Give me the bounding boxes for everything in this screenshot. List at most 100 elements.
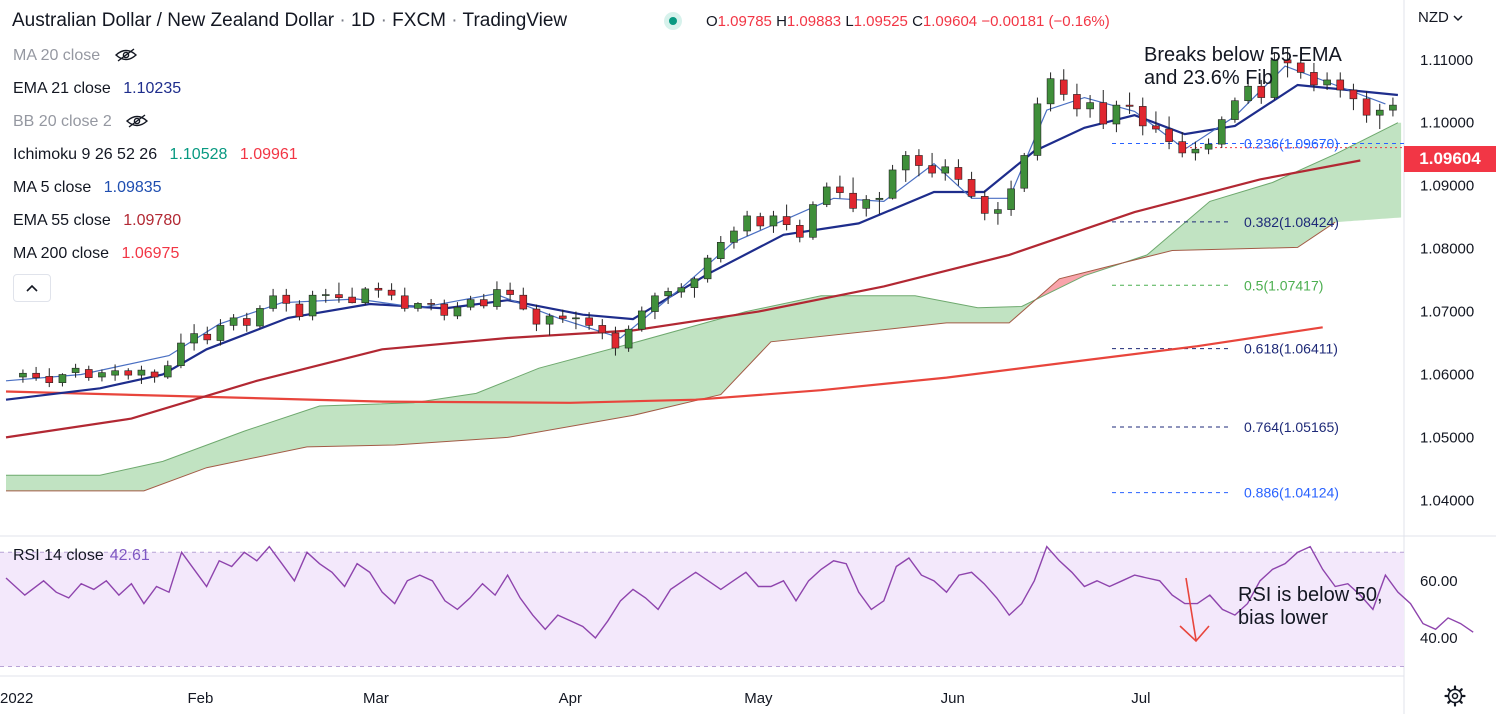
- data-source-label: FXCM: [392, 10, 446, 31]
- fib-label-0.618: 0.618(1.06411): [1244, 341, 1338, 357]
- collapse-legend-button[interactable]: [13, 274, 51, 302]
- candle-body: [954, 167, 963, 180]
- candle-body: [256, 308, 264, 327]
- candle-body: [1007, 188, 1015, 210]
- candle-body: [177, 342, 185, 366]
- annotation-ema-break[interactable]: Breaks below 55-EMA and 23.6% Fib: [1144, 44, 1342, 89]
- candle-body: [1217, 119, 1226, 145]
- candle-body: [466, 299, 475, 308]
- time-tick-label: Jul: [1131, 690, 1150, 707]
- candle-body: [822, 186, 831, 205]
- price-tick-label: 1.05000: [1420, 429, 1474, 446]
- candle-body: [124, 370, 133, 376]
- symbol-title[interactable]: Australian Dollar / New Zealand Dollar: [12, 10, 335, 31]
- candle-body: [58, 374, 67, 383]
- candle-body: [769, 215, 778, 227]
- candle-body: [1283, 59, 1292, 64]
- price-tick-label: 1.06000: [1420, 367, 1474, 384]
- candle-body: [229, 317, 238, 326]
- time-tick-label: 2022: [0, 690, 33, 707]
- current-price-tag: 1.09604: [1404, 146, 1496, 172]
- ma5-line: [5, 65, 1386, 382]
- candle-body: [453, 306, 462, 317]
- legend-ma200[interactable]: MA 200 close 1.06975: [13, 245, 180, 262]
- candle-body: [427, 303, 435, 305]
- interval-label[interactable]: 1D: [350, 10, 376, 31]
- rsi-value: 42.61: [109, 547, 150, 564]
- candle-body: [980, 196, 989, 214]
- candle-body: [216, 325, 225, 341]
- fib-label-0.5: 0.5(1.07417): [1244, 277, 1323, 293]
- legend-ema55[interactable]: EMA 55 close 1.09780: [13, 212, 182, 229]
- legend-ma20[interactable]: MA 20 close: [13, 46, 298, 79]
- legend-ma5[interactable]: MA 5 close 1.09835: [13, 179, 162, 196]
- kumo-span-a: [6, 122, 1399, 476]
- candle-body: [1073, 94, 1081, 110]
- candle-body: [1099, 102, 1108, 125]
- candle-body: [1125, 104, 1134, 107]
- candle-body: [756, 216, 765, 227]
- legend-bb20[interactable]: BB 20 close 2: [13, 112, 298, 145]
- currency-selector[interactable]: NZD: [1418, 9, 1463, 26]
- candle-body: [1204, 143, 1213, 150]
- candle-body: [374, 287, 383, 291]
- candle-body: [809, 204, 817, 238]
- fib-label-0.382: 0.382(1.08424): [1244, 214, 1339, 230]
- eye-crossed-icon[interactable]: [114, 48, 137, 62]
- ema21-line: [5, 83, 1399, 401]
- low-value: 1.09525: [853, 13, 908, 30]
- candle-body: [163, 365, 172, 378]
- candle-body: [1112, 104, 1121, 125]
- candle-body: [98, 372, 106, 378]
- chevron-down-icon: [1453, 15, 1463, 22]
- rsi-legend[interactable]: RSI 14 close 42.61: [13, 547, 150, 564]
- candle-body: [1138, 106, 1147, 127]
- candle-body: [782, 216, 791, 226]
- candle-body: [506, 289, 514, 295]
- candle-body: [111, 370, 119, 376]
- rsi-tick-label: 60.00: [1420, 573, 1458, 590]
- ema55-line: [5, 159, 1361, 439]
- candle-body: [1020, 155, 1029, 189]
- platform-label: TradingView: [462, 10, 568, 31]
- price-tick-label: 1.10000: [1420, 115, 1474, 132]
- candle-body: [32, 372, 40, 378]
- annotation-rsi[interactable]: RSI is below 50, bias lower: [1238, 584, 1383, 629]
- candle-body: [1389, 104, 1397, 111]
- candle-body: [1059, 79, 1068, 95]
- candle-body: [967, 179, 976, 197]
- candle-body: [849, 192, 857, 209]
- candle-body: [1178, 141, 1187, 154]
- candle-body: [1296, 62, 1305, 73]
- kumo-bullish-area: [1125, 122, 1402, 263]
- candle-body: [677, 287, 686, 293]
- market-status-icon[interactable]: [664, 12, 682, 30]
- candle-body: [664, 291, 672, 297]
- time-tick-label: Mar: [363, 690, 389, 707]
- candle-body: [928, 165, 936, 174]
- open-value: 1.09785: [717, 13, 772, 30]
- gear-icon[interactable]: [1444, 685, 1466, 707]
- candle-body: [150, 371, 159, 378]
- candle-body: [915, 155, 923, 166]
- change-value: −0.00181 (−0.16%): [981, 13, 1110, 30]
- legend-ichimoku[interactable]: Ichimoku 9 26 52 26 1.10528 1.09961: [13, 146, 298, 163]
- price-tick-label: 1.11000: [1420, 52, 1473, 69]
- candle-body: [1323, 79, 1331, 86]
- candle-body: [1362, 98, 1371, 116]
- candle-body: [519, 294, 528, 310]
- candle-body: [1191, 148, 1200, 154]
- candle-body: [637, 310, 646, 330]
- eye-crossed-icon[interactable]: [126, 114, 149, 128]
- candle-body: [585, 317, 593, 326]
- price-tick-label: 1.08000: [1420, 241, 1474, 258]
- rsi-tick-label: 40.00: [1420, 630, 1458, 647]
- candle-body: [558, 315, 567, 319]
- candle-body: [941, 166, 950, 174]
- candle-body: [84, 369, 93, 378]
- candle-body: [730, 230, 738, 243]
- legend-ema21[interactable]: EMA 21 close 1.10235: [13, 80, 182, 97]
- candle-body: [1244, 85, 1252, 102]
